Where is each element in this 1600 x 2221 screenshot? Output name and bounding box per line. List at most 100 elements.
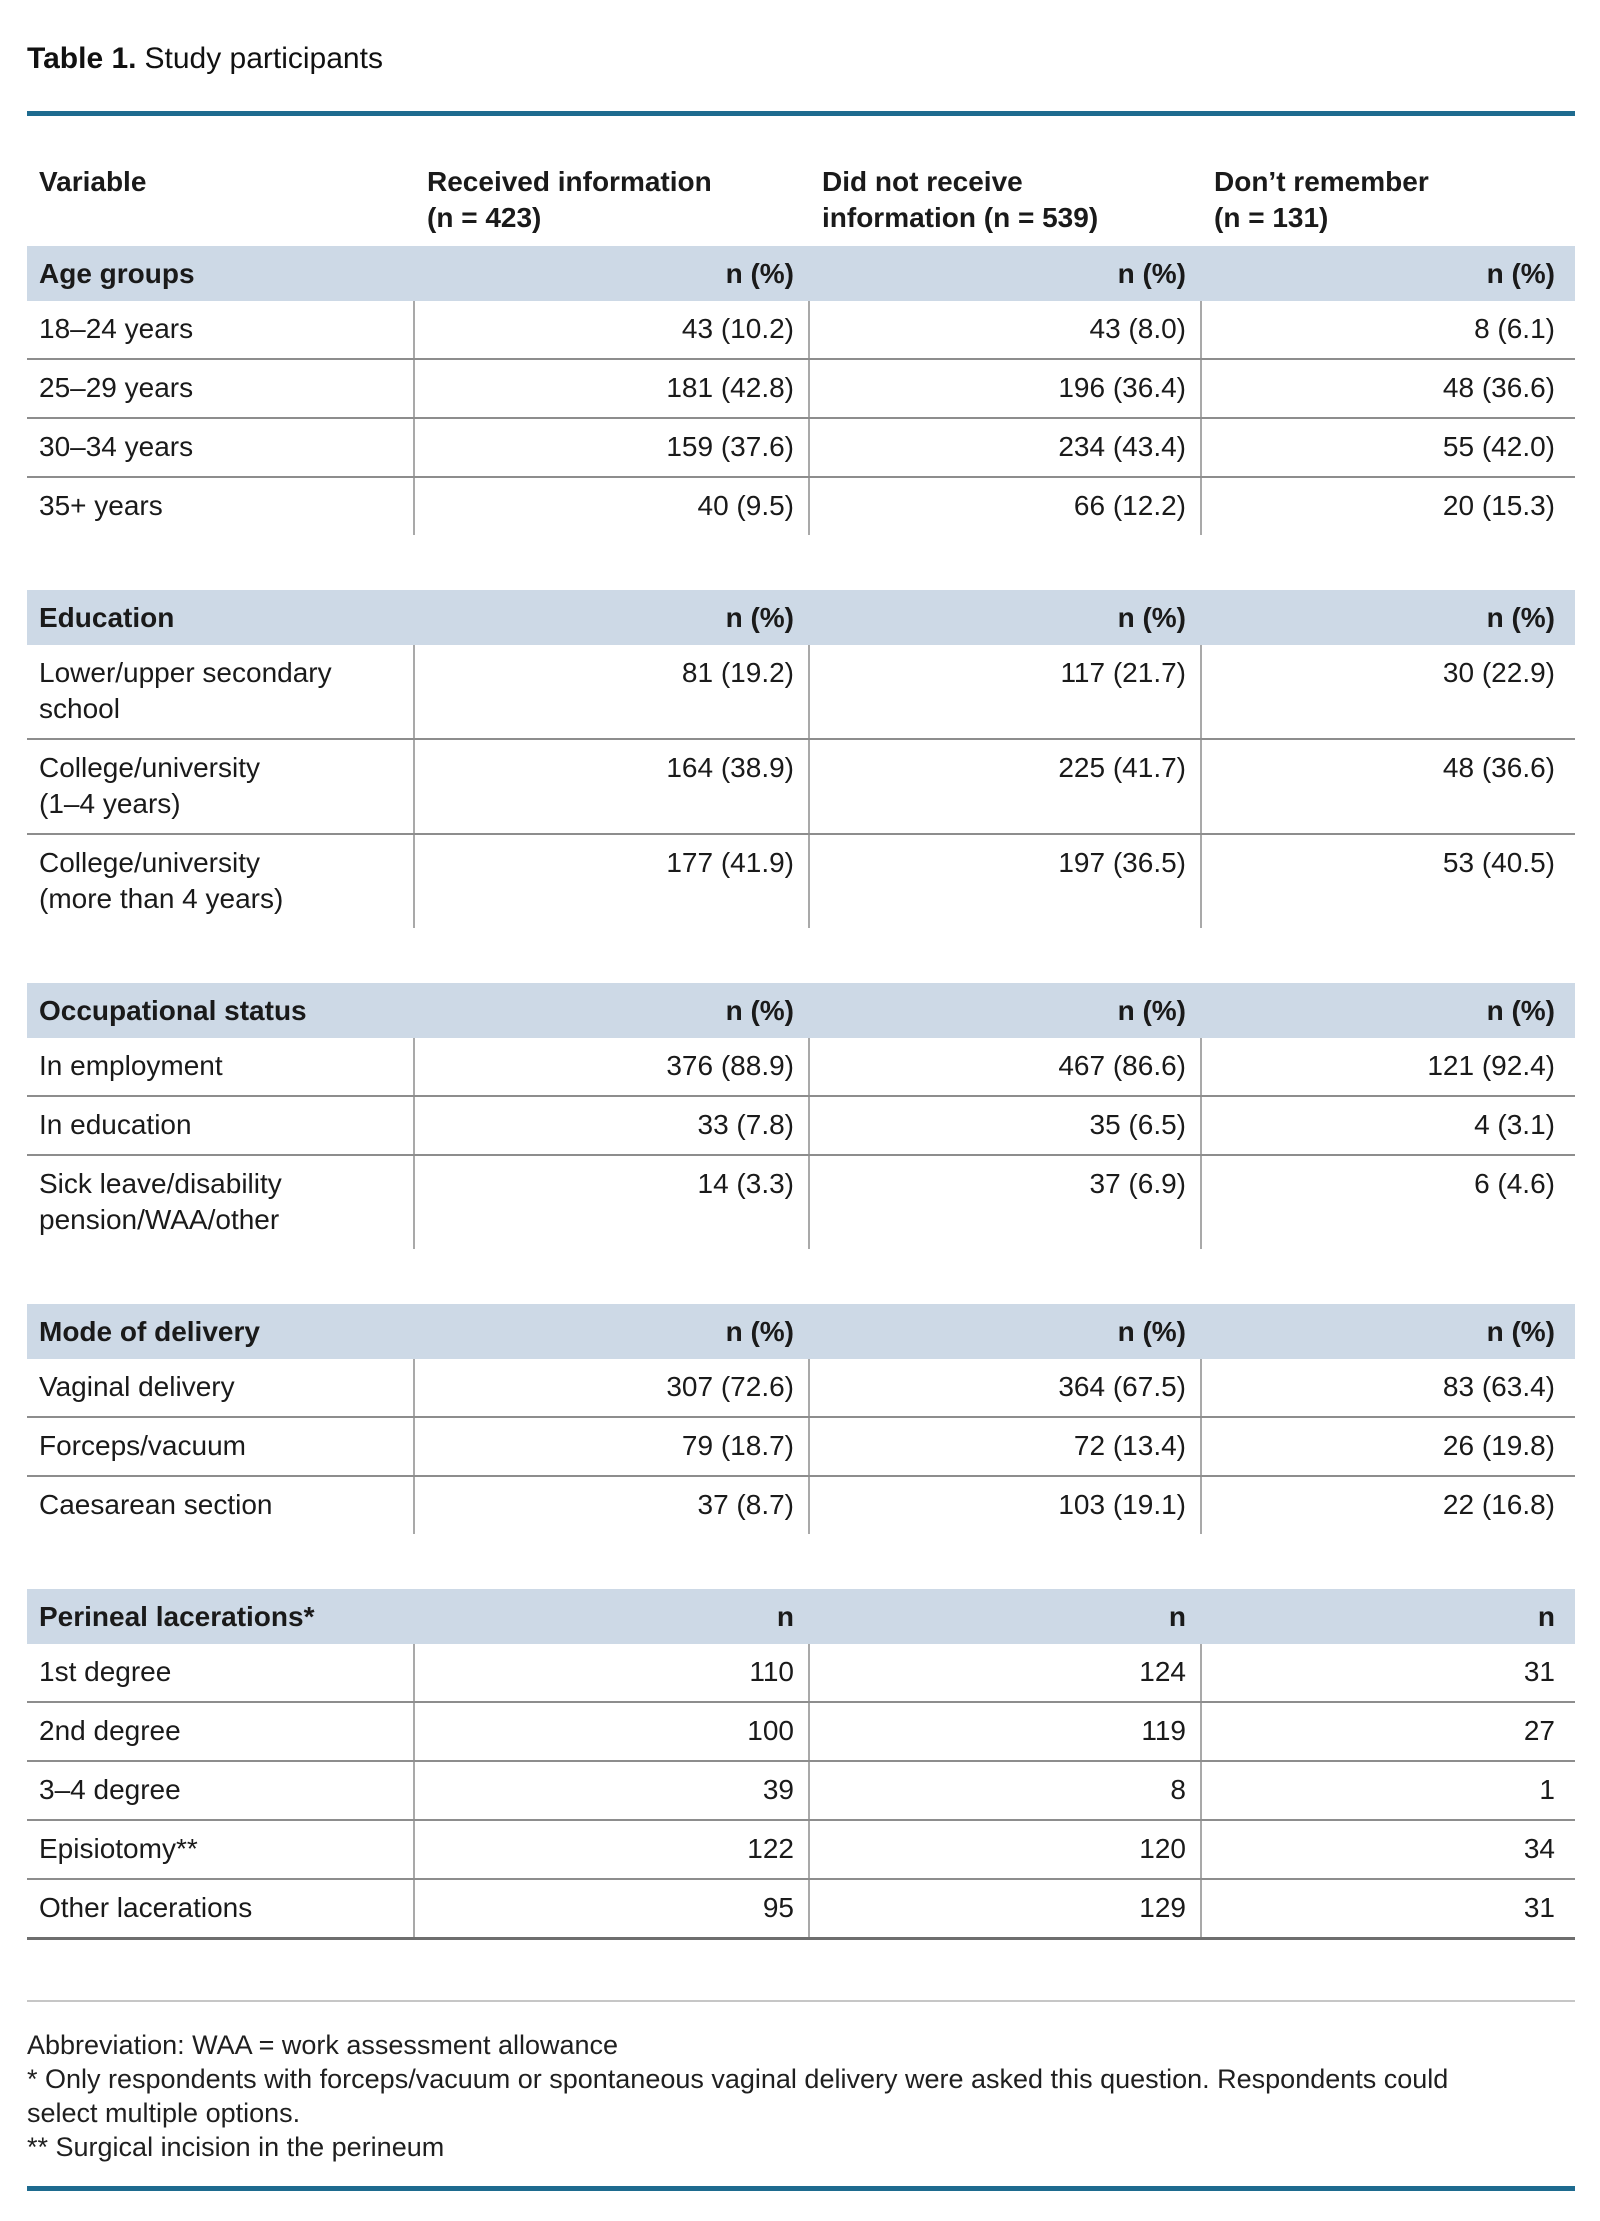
cell-value: 181 (42.8) xyxy=(413,360,808,417)
table-row: College/university (more than 4 years) 1… xyxy=(27,835,1575,928)
section-unit: n (%) xyxy=(725,257,794,289)
cell-value: 48 (36.6) xyxy=(1200,360,1575,417)
section-education: Education n (%) n (%) n (%) Lower/upper … xyxy=(27,590,1575,928)
section-age-groups: Age groups n (%) n (%) n (%) 18–24 years… xyxy=(27,246,1575,535)
footnote-abbreviation: Abbreviation: WAA = work assessment allo… xyxy=(27,2030,619,2060)
section-header-row: Age groups n (%) n (%) n (%) xyxy=(27,246,1575,301)
cell-value: 72 (13.4) xyxy=(808,1418,1200,1475)
row-label: 35+ years xyxy=(39,490,163,521)
table-title: Table 1. Study participants xyxy=(27,40,1575,77)
table-row: 18–24 years 43 (10.2) 43 (8.0) 8 (6.1) xyxy=(27,301,1575,360)
table-row: Other lacerations 95 129 31 xyxy=(27,1880,1575,1940)
row-label: In education xyxy=(39,1109,192,1140)
cell-value: 119 xyxy=(808,1703,1200,1760)
section-mode-of-delivery: Mode of delivery n (%) n (%) n (%) Vagin… xyxy=(27,1304,1575,1534)
row-label: 2nd degree xyxy=(39,1715,181,1746)
section-unit: n (%) xyxy=(1117,257,1186,289)
row-label: 3–4 degree xyxy=(39,1774,181,1805)
table-row: Forceps/vacuum 79 (18.7) 72 (13.4) 26 (1… xyxy=(27,1418,1575,1477)
section-header-row: Mode of delivery n (%) n (%) n (%) xyxy=(27,1304,1575,1359)
cell-value: 159 (37.6) xyxy=(413,419,808,476)
section-perineal-lacerations: Perineal lacerations* n n n 1st degree 1… xyxy=(27,1589,1575,1940)
section-unit: n (%) xyxy=(725,994,794,1026)
cell-value: 37 (6.9) xyxy=(808,1156,1200,1249)
row-label: Caesarean section xyxy=(39,1489,273,1520)
section-unit: n (%) xyxy=(1486,601,1555,633)
table-title-prefix: Table 1. xyxy=(27,42,137,75)
cell-value: 129 xyxy=(808,1880,1200,1937)
cell-value: 225 (41.7) xyxy=(808,740,1200,833)
section-unit: n (%) xyxy=(1486,1315,1555,1347)
cell-value: 120 xyxy=(808,1821,1200,1878)
row-label: 30–34 years xyxy=(39,431,194,462)
table-row: College/university (1–4 years) 164 (38.9… xyxy=(27,740,1575,835)
row-label: Other lacerations xyxy=(39,1892,253,1923)
cell-value: 122 xyxy=(413,1821,808,1878)
cell-value: 20 (15.3) xyxy=(1200,478,1575,535)
cell-value: 43 (10.2) xyxy=(413,301,808,358)
table-row: 2nd degree 100 119 27 xyxy=(27,1703,1575,1762)
row-label: 18–24 years xyxy=(39,313,194,344)
table-row: 3–4 degree 39 8 1 xyxy=(27,1762,1575,1821)
cell-value: 117 (21.7) xyxy=(808,645,1200,738)
row-label: Lower/upper secondary school xyxy=(39,657,332,724)
section-unit: n (%) xyxy=(1117,1315,1186,1347)
page: Table 1. Study participants Variable Rece… xyxy=(0,40,1600,2209)
section-unit: n xyxy=(1537,1600,1555,1632)
section-unit: n xyxy=(776,1600,794,1632)
section-header-row: Occupational status n (%) n (%) n (%) xyxy=(27,983,1575,1038)
section-header-row: Perineal lacerations* n n n xyxy=(27,1589,1575,1644)
table-row: Vaginal delivery 307 (72.6) 364 (67.5) 8… xyxy=(27,1359,1575,1418)
cell-value: 1 xyxy=(1200,1762,1575,1819)
cell-value: 48 (36.6) xyxy=(1200,740,1575,833)
section-header-row: Education n (%) n (%) n (%) xyxy=(27,590,1575,645)
bottom-rule xyxy=(27,2186,1575,2191)
section-unit: n (%) xyxy=(725,1315,794,1347)
row-label: Sick leave/disability pension/WAA/other xyxy=(39,1168,282,1235)
cell-value: 33 (7.8) xyxy=(413,1097,808,1154)
cell-value: 95 xyxy=(413,1880,808,1937)
table-title-text: Study participants xyxy=(144,42,383,75)
cell-value: 110 xyxy=(413,1644,808,1701)
cell-value: 30 (22.9) xyxy=(1200,645,1575,738)
table-row: 35+ years 40 (9.5) 66 (12.2) 20 (15.3) xyxy=(27,478,1575,535)
cell-value: 124 xyxy=(808,1644,1200,1701)
cell-value: 103 (19.1) xyxy=(808,1477,1200,1534)
section-unit: n (%) xyxy=(1486,257,1555,289)
cell-value: 4 (3.1) xyxy=(1200,1097,1575,1154)
cell-value: 31 xyxy=(1200,1644,1575,1701)
section-unit: n (%) xyxy=(1117,994,1186,1026)
row-label: In employment xyxy=(39,1050,223,1081)
cell-value: 26 (19.8) xyxy=(1200,1418,1575,1475)
cell-value: 467 (86.6) xyxy=(808,1038,1200,1095)
table-row: In employment 376 (88.9) 467 (86.6) 121 … xyxy=(27,1038,1575,1097)
section-occupational-status: Occupational status n (%) n (%) n (%) In… xyxy=(27,983,1575,1249)
column-header-not-received: Did not receive information (n = 539) xyxy=(822,166,1099,233)
row-label: Episiotomy** xyxy=(39,1833,198,1864)
cell-value: 83 (63.4) xyxy=(1200,1359,1575,1416)
row-label: 1st degree xyxy=(39,1656,172,1687)
cell-value: 43 (8.0) xyxy=(808,301,1200,358)
table-row: 25–29 years 181 (42.8) 196 (36.4) 48 (36… xyxy=(27,360,1575,419)
table-row: 1st degree 110 124 31 xyxy=(27,1644,1575,1703)
cell-value: 39 xyxy=(413,1762,808,1819)
section-label: Education xyxy=(39,601,175,633)
row-label: 25–29 years xyxy=(39,372,194,403)
cell-value: 14 (3.3) xyxy=(413,1156,808,1249)
section-label: Occupational status xyxy=(39,994,307,1026)
cell-value: 376 (88.9) xyxy=(413,1038,808,1095)
table-row: In education 33 (7.8) 35 (6.5) 4 (3.1) xyxy=(27,1097,1575,1156)
cell-value: 40 (9.5) xyxy=(413,478,808,535)
cell-value: 197 (36.5) xyxy=(808,835,1200,928)
cell-value: 364 (67.5) xyxy=(808,1359,1200,1416)
cell-value: 164 (38.9) xyxy=(413,740,808,833)
footnote-double-asterisk: ** Surgical incision in the perineum xyxy=(27,2132,445,2162)
table-row: Sick leave/disability pension/WAA/other … xyxy=(27,1156,1575,1249)
cell-value: 81 (19.2) xyxy=(413,645,808,738)
table-row: Episiotomy** 122 120 34 xyxy=(27,1821,1575,1880)
column-header-row: Variable Received information (n = 423) … xyxy=(27,164,1575,236)
cell-value: 234 (43.4) xyxy=(808,419,1200,476)
cell-value: 121 (92.4) xyxy=(1200,1038,1575,1095)
section-label: Perineal lacerations* xyxy=(39,1600,315,1632)
footnote-asterisk: * Only respondents with forceps/vacuum o… xyxy=(27,2064,1449,2128)
